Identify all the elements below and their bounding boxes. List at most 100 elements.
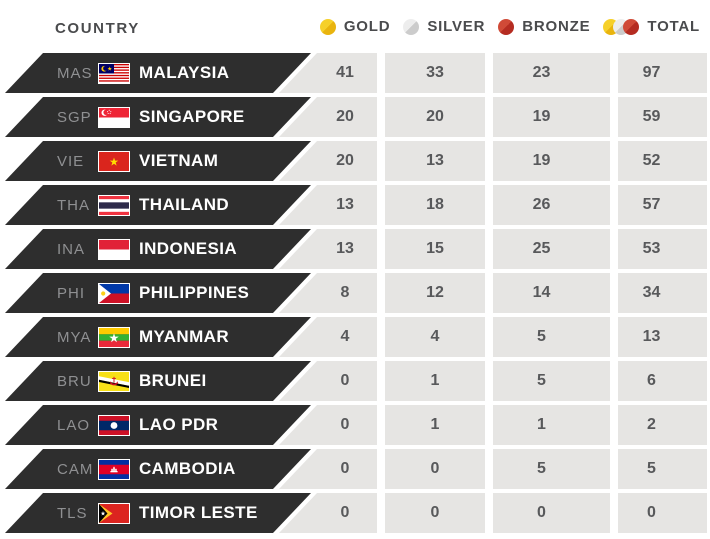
flag-philippines-icon xyxy=(99,284,129,303)
flag-brunei-icon xyxy=(99,372,129,391)
country-name: MALAYSIA xyxy=(139,63,230,82)
silver-count: 33 xyxy=(385,53,485,93)
total-count: 53 xyxy=(618,229,707,269)
total-count: 34 xyxy=(618,273,707,313)
table-row: MYA MYANMAR 4 4 5 13 xyxy=(0,317,710,357)
table-row: TLS TIMOR LESTE 0 0 0 0 xyxy=(0,493,710,533)
country-name: TIMOR LESTE xyxy=(139,503,258,522)
flag-vietnam-icon xyxy=(99,152,129,171)
silver-count: 1 xyxy=(385,361,485,401)
country-code: PHI xyxy=(57,284,86,302)
legend-gold-label: GOLD xyxy=(343,18,391,35)
legend-total: TOTAL xyxy=(603,18,700,35)
country-code: BRU xyxy=(57,372,92,390)
bronze-count: 26 xyxy=(493,185,610,225)
silver-count: 18 xyxy=(385,185,485,225)
country-code: LAO xyxy=(57,416,91,434)
bronze-count: 19 xyxy=(493,97,610,137)
total-count: 6 xyxy=(618,361,707,401)
legend-total-label: TOTAL xyxy=(647,18,700,35)
table-row: VIE VIETNAM 20 13 19 52 xyxy=(0,141,710,181)
bronze-count: 0 xyxy=(493,493,610,533)
table-row: THA THAILAND 13 18 26 57 xyxy=(0,185,710,225)
country-code: CAM xyxy=(57,460,94,478)
country-name: VIETNAM xyxy=(139,151,219,170)
country-cell: MAS MALAYSIA xyxy=(5,53,311,93)
country-name: CAMBODIA xyxy=(139,459,236,478)
country-cell: CAM CAMBODIA xyxy=(5,449,311,489)
legend-gold: GOLD xyxy=(319,18,391,35)
country-cell: LAO LAO PDR xyxy=(5,405,311,445)
medal-legend: GOLD SILVER BRONZE TOTAL xyxy=(319,0,700,53)
silver-medal-icon xyxy=(403,18,420,35)
total-count: 2 xyxy=(618,405,707,445)
country-cell: BRU BRUNEI xyxy=(5,361,311,401)
table-row: LAO LAO PDR 0 1 1 2 xyxy=(0,405,710,445)
country-code: SGP xyxy=(57,108,92,126)
table-row: CAM CAMBODIA 0 0 5 5 xyxy=(0,449,710,489)
legend-bronze-label: BRONZE xyxy=(522,18,591,35)
legend-silver: SILVER xyxy=(403,18,485,35)
country-cell: PHI PHILIPPINES xyxy=(5,273,311,313)
bronze-count: 23 xyxy=(493,53,610,93)
country-cell: TLS TIMOR LESTE xyxy=(5,493,311,533)
total-count: 0 xyxy=(618,493,707,533)
bronze-count: 14 xyxy=(493,273,610,313)
flag-cambodia-icon xyxy=(99,460,129,479)
country-name: THAILAND xyxy=(139,195,230,214)
country-code: VIE xyxy=(57,152,85,170)
table-row: BRU BRUNEI 0 1 5 6 xyxy=(0,361,710,401)
legend-silver-label: SILVER xyxy=(427,18,486,35)
bronze-medal-icon xyxy=(498,18,515,35)
country-cell: INA INDONESIA xyxy=(5,229,311,269)
flag-malaysia-icon xyxy=(99,64,129,83)
silver-count: 1 xyxy=(385,405,485,445)
flag-indonesia-icon xyxy=(99,240,129,259)
total-count: 59 xyxy=(618,97,707,137)
table-row: PHI PHILIPPINES 8 12 14 34 xyxy=(0,273,710,313)
country-code: TLS xyxy=(57,504,88,522)
total-count: 5 xyxy=(618,449,707,489)
silver-count: 15 xyxy=(385,229,485,269)
country-name: INDONESIA xyxy=(139,239,238,258)
total-count: 57 xyxy=(618,185,707,225)
table-row: MAS MALAYSIA 41 33 23 97 xyxy=(0,53,710,93)
table-body: MAS MALAYSIA 41 33 23 97 SGP xyxy=(0,53,710,537)
flag-myanmar-icon xyxy=(99,328,129,347)
flag-thailand-icon xyxy=(99,196,129,215)
total-count: 97 xyxy=(618,53,707,93)
silver-count: 0 xyxy=(385,449,485,489)
gold-medal-icon xyxy=(319,18,336,35)
country-name: MYANMAR xyxy=(139,327,230,346)
country-cell: THA THAILAND xyxy=(5,185,311,225)
silver-count: 12 xyxy=(385,273,485,313)
bronze-count: 1 xyxy=(493,405,610,445)
silver-count: 4 xyxy=(385,317,485,357)
country-code: MYA xyxy=(57,328,92,346)
country-column-header: COUNTRY xyxy=(55,20,140,37)
flag-singapore-icon xyxy=(99,108,129,127)
country-code: MAS xyxy=(57,64,93,82)
bronze-count: 5 xyxy=(493,361,610,401)
country-cell: MYA MYANMAR xyxy=(5,317,311,357)
total-count: 52 xyxy=(618,141,707,181)
total-medals-icon xyxy=(603,18,640,35)
bronze-count: 5 xyxy=(493,449,610,489)
country-code: INA xyxy=(57,240,86,258)
country-cell: SGP SINGAPORE xyxy=(5,97,311,137)
total-count: 13 xyxy=(618,317,707,357)
table-header: COUNTRY GOLD SILVER BRONZE TOTAL xyxy=(0,0,710,53)
country-name: PHILIPPINES xyxy=(139,283,250,302)
country-name: BRUNEI xyxy=(139,371,207,390)
country-name: SINGAPORE xyxy=(139,107,245,126)
silver-count: 20 xyxy=(385,97,485,137)
table-row: INA INDONESIA 13 15 25 53 xyxy=(0,229,710,269)
silver-count: 13 xyxy=(385,141,485,181)
flag-laos-icon xyxy=(99,416,129,435)
bronze-count: 25 xyxy=(493,229,610,269)
bronze-count: 5 xyxy=(493,317,610,357)
table-row: SGP SINGAPORE 20 20 19 59 xyxy=(0,97,710,137)
flag-timor-leste-icon xyxy=(99,504,129,523)
bronze-count: 19 xyxy=(493,141,610,181)
